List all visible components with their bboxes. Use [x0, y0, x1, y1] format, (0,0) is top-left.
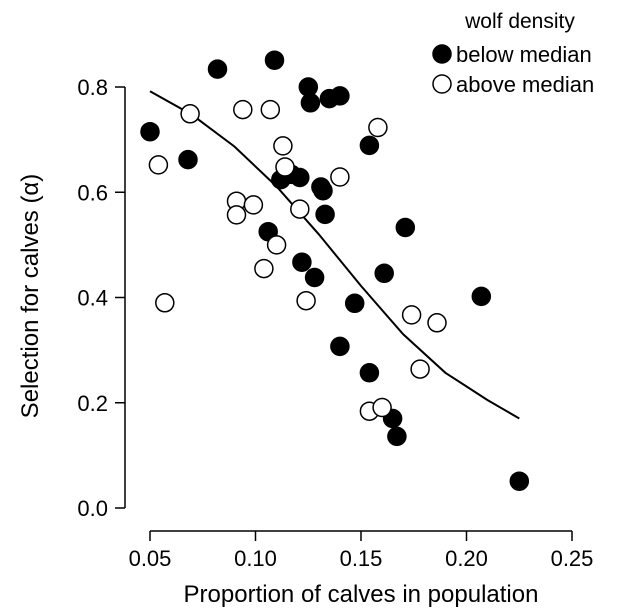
y-tick-label: 0.2 [77, 391, 108, 416]
point-above-median [181, 105, 199, 123]
point-below-median [209, 60, 227, 78]
point-below-median [316, 205, 334, 223]
point-below-median [293, 253, 311, 271]
point-below-median [375, 264, 393, 282]
point-above-median [234, 101, 252, 119]
point-below-median [360, 364, 378, 382]
legend-marker-above-median [433, 75, 451, 93]
data-points [141, 51, 528, 490]
x-tick-label: 0.10 [234, 546, 277, 571]
y-tick-label: 0.0 [77, 496, 108, 521]
point-above-median [411, 360, 429, 378]
point-above-median [373, 399, 391, 417]
legend-label-below-median: below median [456, 42, 592, 67]
point-above-median [149, 156, 167, 174]
point-above-median [331, 168, 349, 186]
legend: wolf density below median above median [433, 10, 594, 97]
x-tick-label: 0.05 [129, 546, 172, 571]
x-tick-label: 0.20 [445, 546, 488, 571]
y-tick-label: 0.4 [77, 286, 108, 311]
plot-area: 0.0 0.2 0.4 0.6 0.8 0.05 0.10 0.15 0.20 0.25 [77, 51, 593, 571]
x-axis-ticks: 0.05 0.10 0.15 0.20 0.25 [129, 531, 594, 571]
point-above-median [268, 236, 286, 254]
fit-curve [150, 91, 519, 418]
point-above-median [369, 119, 387, 137]
point-above-median [297, 292, 315, 310]
y-axis-title: Selection for calves (α) [17, 174, 44, 419]
point-below-median [301, 94, 319, 112]
point-above-median [228, 206, 246, 224]
point-above-median [244, 196, 262, 214]
point-above-median [291, 200, 309, 218]
point-below-median [396, 219, 414, 237]
point-below-median [306, 269, 324, 287]
point-below-median [266, 51, 284, 69]
point-above-median [261, 101, 279, 119]
point-below-median [314, 182, 332, 200]
point-below-median [510, 472, 528, 490]
x-axis-title: Proportion of calves in population [184, 581, 539, 608]
point-above-median [428, 314, 446, 332]
point-above-median [403, 306, 421, 324]
point-below-median [472, 287, 490, 305]
y-axis-title-close: ) [17, 174, 44, 182]
legend-label-above-median: above median [456, 72, 594, 97]
x-tick-label: 0.15 [340, 546, 383, 571]
y-axis-ticks: 0.0 0.2 0.4 0.6 0.8 [77, 75, 125, 521]
y-tick-label: 0.8 [77, 75, 108, 100]
point-below-median [141, 123, 159, 141]
y-axis-title-text: Selection for calves ( [17, 196, 44, 419]
point-below-median [360, 136, 378, 154]
y-axis-title-symbol: α [17, 182, 44, 196]
legend-marker-below-median [433, 45, 451, 63]
point-below-median [331, 337, 349, 355]
point-below-median [346, 294, 364, 312]
point-below-median [388, 427, 406, 445]
point-above-median [276, 158, 294, 176]
point-below-median [331, 87, 349, 105]
x-tick-label: 0.25 [551, 546, 594, 571]
point-above-median [274, 137, 292, 155]
point-below-median [179, 151, 197, 169]
y-tick-label: 0.6 [77, 180, 108, 205]
point-above-median [255, 260, 273, 278]
legend-title: wolf density [464, 10, 575, 33]
point-above-median [156, 294, 174, 312]
